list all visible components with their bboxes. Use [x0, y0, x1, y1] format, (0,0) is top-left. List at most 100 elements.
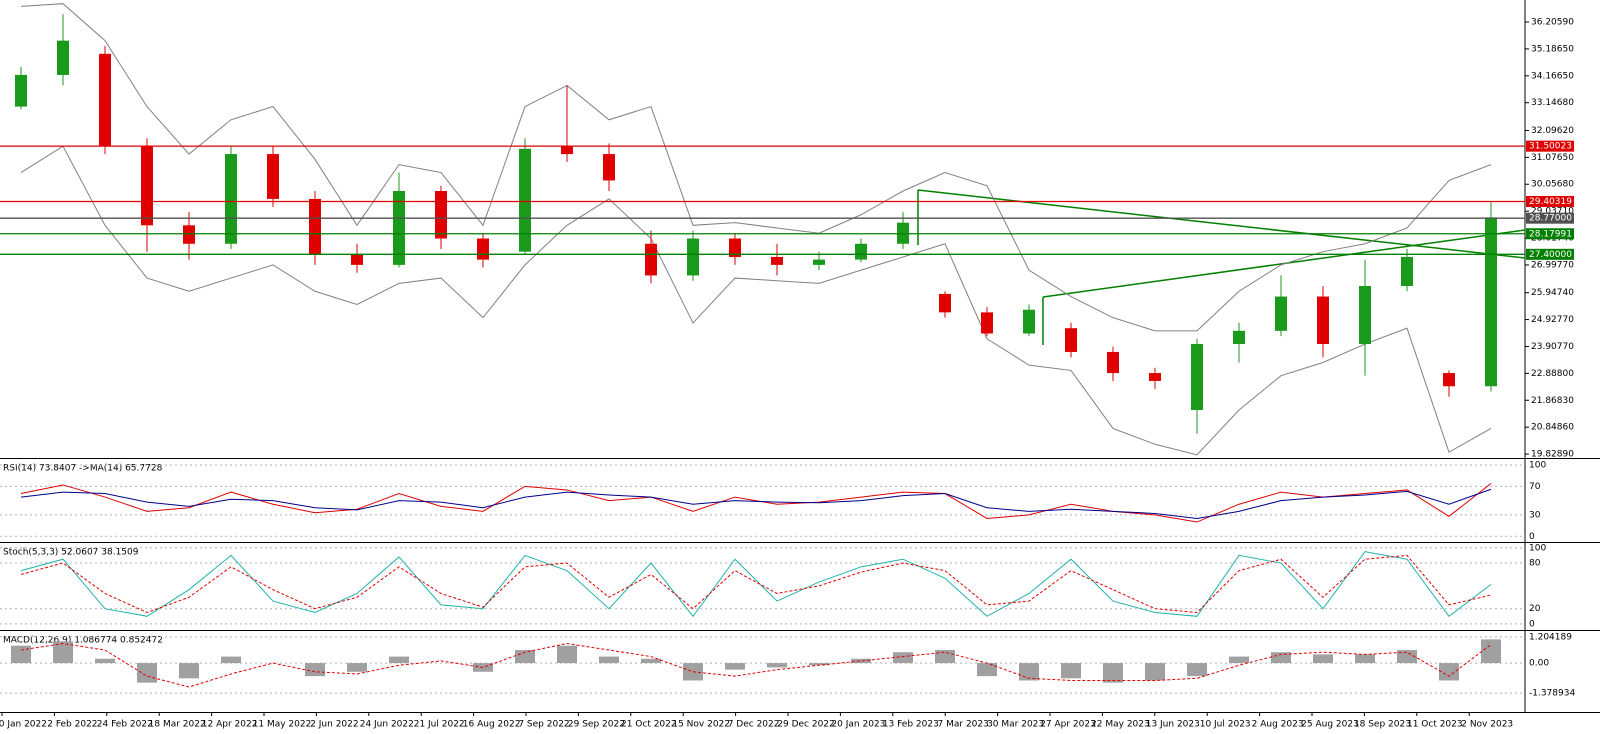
macd-bar: [11, 645, 31, 664]
y-tick-label: 34.16650: [1531, 71, 1574, 81]
macd-bar: [557, 645, 577, 664]
x-tick-label: 2 Jun 2022: [310, 720, 358, 730]
y-tick-label: 30: [1529, 510, 1541, 520]
price-level-box: [1526, 228, 1574, 240]
y-tick-label: 31.07650: [1531, 153, 1574, 163]
candle-body: [1401, 256, 1413, 286]
x-tick-label: 11 May 2022: [253, 720, 312, 730]
x-tick-label: 2 Aug 2023: [1252, 720, 1304, 730]
y-tick-label: 29.03710: [1531, 207, 1574, 217]
x-tick-label: 10 Jan 2022: [0, 720, 47, 730]
x-tick-label: 22 May 2023: [1091, 720, 1150, 730]
x-tick-label: 16 Aug 2022: [463, 720, 521, 730]
macd-bar: [767, 663, 787, 668]
y-tick-label: 26.99770: [1531, 260, 1574, 270]
panel-title: RSI(14) 73.8407 ->MA(14) 65.7728: [3, 464, 163, 474]
indicator-line: [20, 483, 1492, 523]
candle-body: [939, 293, 951, 313]
macd-bar: [389, 656, 409, 664]
candle-body: [1359, 285, 1371, 345]
macd-bar: [1187, 663, 1207, 677]
price-level-box: [1526, 248, 1574, 260]
y-tick-label: 32.09620: [1531, 126, 1574, 136]
indicator-line: [20, 551, 1492, 618]
candle-body: [477, 238, 489, 260]
macd-bar: [809, 663, 829, 666]
candle-body: [771, 256, 783, 265]
x-tick-label: 13 Feb 2023: [883, 720, 939, 730]
macd-bar: [1061, 663, 1081, 679]
x-tick-label: 13 Jun 2023: [1146, 720, 1200, 730]
candle-body: [1191, 344, 1203, 410]
y-tick-label: 20.84860: [1531, 423, 1574, 433]
macd-bar: [221, 656, 241, 664]
x-tick-label: 30 Mar 2023: [987, 720, 1044, 730]
x-tick-label: 12 Apr 2022: [202, 720, 258, 730]
macd-bar: [53, 641, 73, 664]
y-tick-label: 100: [1529, 460, 1546, 470]
x-tick-label: 18 Mar 2022: [149, 720, 206, 730]
y-tick-label: 0: [1529, 619, 1535, 629]
indicator-line: [20, 554, 1492, 614]
macd-bar: [95, 658, 115, 664]
price-level-label: 28.77000: [1529, 214, 1572, 224]
x-tick-label: 24 Jun 2022: [360, 720, 414, 730]
candle-body: [141, 146, 153, 226]
candle-body: [813, 259, 825, 265]
x-tick-label: 21 Jul 2022: [414, 720, 465, 730]
x-tick-label: 2 Nov 2023: [1461, 720, 1513, 730]
candle-body: [981, 312, 993, 334]
x-tick-label: 29 Dec 2022: [777, 720, 835, 730]
x-tick-label: 11 Oct 2023: [1407, 720, 1463, 730]
macd-bar: [305, 663, 325, 677]
x-tick-label: 7 Mar 2023: [938, 720, 989, 730]
y-tick-label: 1.204189: [1529, 632, 1572, 642]
y-tick-label: 25.94740: [1531, 288, 1574, 298]
macd-bar: [641, 658, 661, 664]
price-level-label: 29.40319: [1529, 197, 1572, 207]
macd-bar: [851, 658, 871, 664]
candle-body: [1317, 296, 1329, 345]
candle-body: [435, 191, 447, 239]
panel-title: MACD(12,26,9) 1.086774 0.852472: [3, 636, 163, 646]
macd-bar: [347, 663, 367, 672]
macd-bar: [1313, 654, 1333, 664]
y-tick-label: 36.20590: [1531, 18, 1574, 28]
price-level-label: 31.50023: [1529, 142, 1572, 152]
candle-body: [1107, 351, 1119, 374]
candle-body: [645, 243, 657, 276]
macd-bar: [179, 663, 199, 679]
macd-signal: [20, 643, 1492, 688]
macd-bar: [1271, 652, 1291, 664]
candle-body: [1065, 328, 1077, 352]
y-tick-label: 33.14680: [1531, 98, 1574, 108]
candle-body: [519, 148, 531, 252]
macd-bar: [1439, 663, 1459, 681]
macd-bar: [725, 663, 745, 670]
y-tick-label: -1.378934: [1529, 689, 1575, 699]
x-tick-label: 20 Jan 2023: [831, 720, 885, 730]
candle-body: [393, 191, 405, 265]
macd-bar: [1229, 656, 1249, 664]
candle-body: [309, 198, 321, 255]
panel-frames: [0, 0, 1600, 713]
x-tick-label: 7 Sep 2022: [518, 720, 569, 730]
y-tick-label: 20: [1529, 604, 1541, 614]
x-tick-label: 15 Nov 2022: [672, 720, 730, 730]
macd-bar: [1481, 639, 1501, 664]
candle-body: [1233, 330, 1245, 345]
candle-body: [57, 40, 69, 75]
x-tick-label: 2 Feb 2022: [47, 720, 97, 730]
candle-body: [1485, 217, 1497, 387]
x-tick-label: 25 Aug 2023: [1301, 720, 1359, 730]
candle-body: [267, 154, 279, 199]
y-tick-label: 30.05680: [1531, 180, 1574, 190]
y-tick-label: 21.86830: [1531, 396, 1574, 406]
x-tick-label: 18 Sep 2023: [1354, 720, 1411, 730]
x-tick-label: 27 Apr 2023: [1040, 720, 1096, 730]
y-tick-label: 70: [1529, 482, 1541, 492]
candle-body: [99, 53, 111, 147]
y-tick-label: 35.18650: [1531, 44, 1574, 54]
